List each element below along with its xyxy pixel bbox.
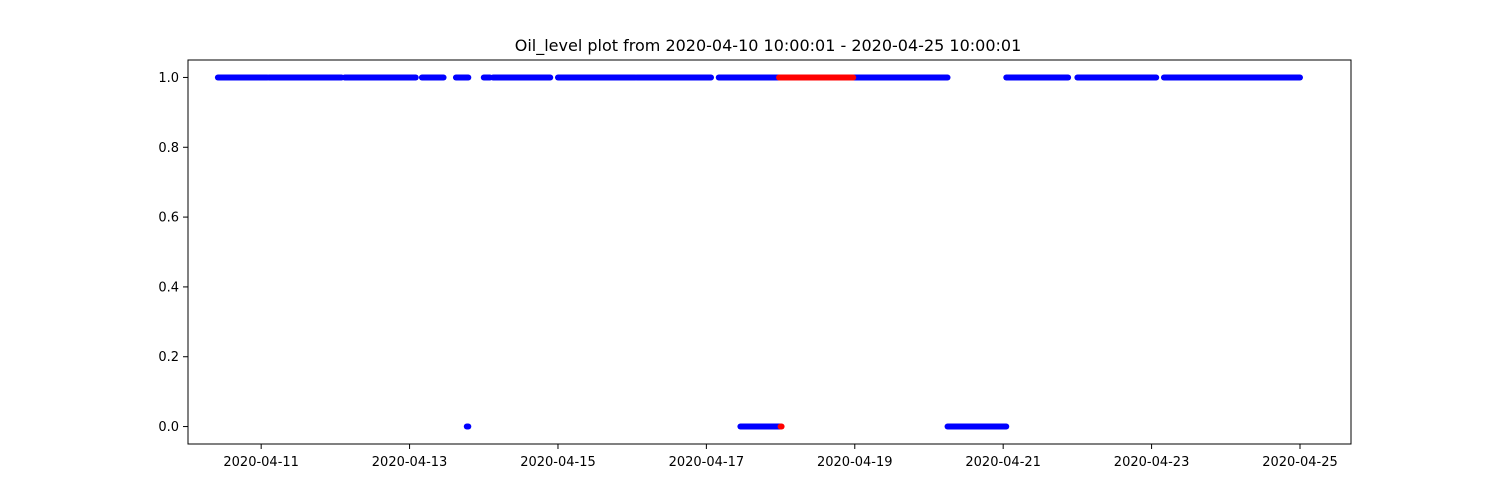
y-tick-label-5: 1.0	[158, 71, 179, 86]
x-tick-label-3: 2020-04-17	[669, 455, 745, 470]
plot-frame	[187, 59, 1352, 445]
x-tick-label-2: 2020-04-15	[520, 455, 596, 470]
plot-area: 2020-04-11 2020-04-13 2020-04-15 2020-04-17…	[158, 59, 1352, 470]
x-axis: 2020-04-11 2020-04-13 2020-04-15 2020-04-17…	[223, 444, 1338, 470]
y-tick-label-3: 0.6	[158, 211, 179, 226]
series-anomaly	[776, 74, 857, 430]
x-tick-label-4: 2020-04-19	[817, 455, 893, 470]
y-axis: 0.0 0.2 0.4 0.6 0.8 1.0	[158, 71, 188, 435]
y-tick-label-1: 0.2	[158, 350, 179, 365]
x-tick-label-0: 2020-04-11	[223, 455, 299, 470]
x-tick-label-7: 2020-04-25	[1262, 455, 1338, 470]
y-tick-label-0: 0.0	[158, 420, 179, 435]
data-layer	[214, 74, 1303, 430]
series-normal	[214, 74, 1303, 430]
x-tick-label-6: 2020-04-23	[1114, 455, 1190, 470]
y-tick-label-2: 0.4	[158, 280, 179, 295]
x-tick-label-1: 2020-04-13	[372, 455, 448, 470]
chart-title: Oil_level plot from 2020-04-10 10:00:01 …	[515, 36, 1022, 56]
x-tick-label-5: 2020-04-21	[965, 455, 1041, 470]
y-tick-label-4: 0.8	[158, 141, 179, 156]
